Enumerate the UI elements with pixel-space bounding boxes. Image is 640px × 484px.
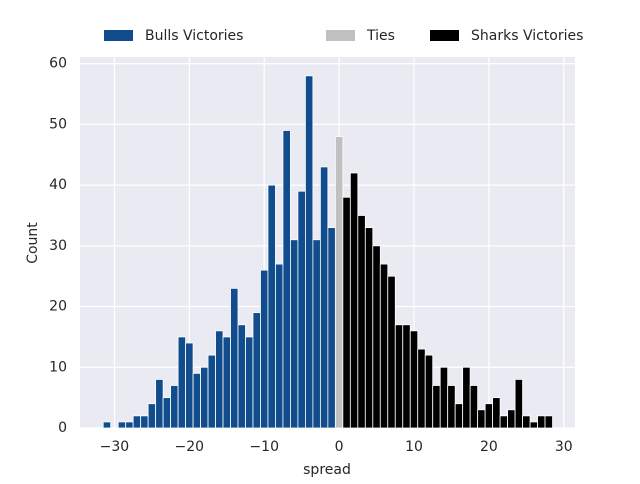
bar (177, 336, 186, 429)
bar (469, 385, 479, 429)
bar (185, 342, 194, 429)
legend-label: Bulls Victories (145, 28, 243, 44)
bar (417, 348, 426, 429)
legend-swatch (104, 30, 133, 41)
x-tick-label: −20 (175, 439, 205, 455)
y-tick-label: 0 (58, 420, 67, 436)
y-tick-label: 60 (49, 56, 67, 72)
x-tick-label: 0 (335, 439, 344, 455)
bar (170, 385, 179, 429)
legend-swatch (430, 30, 459, 41)
bar (334, 136, 344, 429)
bar (409, 330, 419, 429)
bar (282, 130, 291, 429)
bar (207, 354, 216, 429)
bar (297, 190, 306, 429)
bar (439, 366, 449, 429)
bar (215, 330, 224, 429)
x-axis-label: spread (303, 462, 351, 478)
bar (102, 421, 112, 429)
bar (432, 385, 441, 429)
y-tick-label: 20 (49, 299, 67, 315)
bar (305, 75, 314, 429)
bar (260, 269, 269, 429)
bar (319, 166, 329, 429)
x-tick-label: 30 (555, 439, 573, 455)
bar (252, 312, 261, 429)
bar (222, 336, 231, 429)
bar (462, 366, 471, 429)
bar (267, 184, 276, 429)
y-tick-label: 50 (49, 116, 67, 132)
bar (402, 324, 411, 429)
bar (290, 239, 299, 429)
x-tick-label: 10 (405, 439, 423, 455)
bar (162, 397, 172, 429)
bar (454, 403, 464, 429)
bar (544, 415, 553, 429)
y-tick-label: 30 (49, 238, 67, 254)
legend-label: Sharks Victories (471, 28, 583, 44)
x-tick-label: −30 (100, 439, 130, 455)
bar (522, 415, 531, 429)
y-axis-label: Count (25, 222, 41, 264)
bar (140, 415, 149, 429)
bar (387, 275, 396, 429)
bar (537, 415, 546, 429)
x-tick-label: 20 (480, 439, 498, 455)
bar (357, 215, 366, 429)
y-tick-label: 10 (49, 359, 67, 375)
bar (477, 409, 486, 429)
legend-swatch (326, 30, 355, 41)
bar (514, 379, 523, 429)
bar (529, 421, 538, 429)
y-tick-label: 40 (49, 177, 67, 193)
bar (424, 354, 434, 429)
bar (372, 245, 381, 429)
bar (394, 324, 404, 429)
bar (237, 324, 246, 429)
bar (147, 403, 157, 429)
bar (364, 227, 374, 429)
bar (312, 239, 321, 429)
bar (499, 415, 509, 429)
bar (125, 421, 134, 429)
bar (245, 336, 254, 429)
bar (275, 263, 284, 429)
bar (349, 172, 359, 429)
bar (379, 263, 389, 429)
bar (327, 227, 336, 429)
bar (447, 385, 456, 429)
bar (492, 397, 501, 429)
bar (507, 409, 516, 429)
legend-label: Ties (366, 28, 395, 44)
x-tick-label: −10 (249, 439, 279, 455)
bar (484, 403, 494, 429)
bar (342, 196, 351, 429)
bar (230, 287, 239, 429)
bar (192, 372, 201, 429)
bar (117, 421, 127, 429)
bar (155, 379, 164, 429)
bar (200, 366, 209, 429)
bar (132, 415, 142, 429)
